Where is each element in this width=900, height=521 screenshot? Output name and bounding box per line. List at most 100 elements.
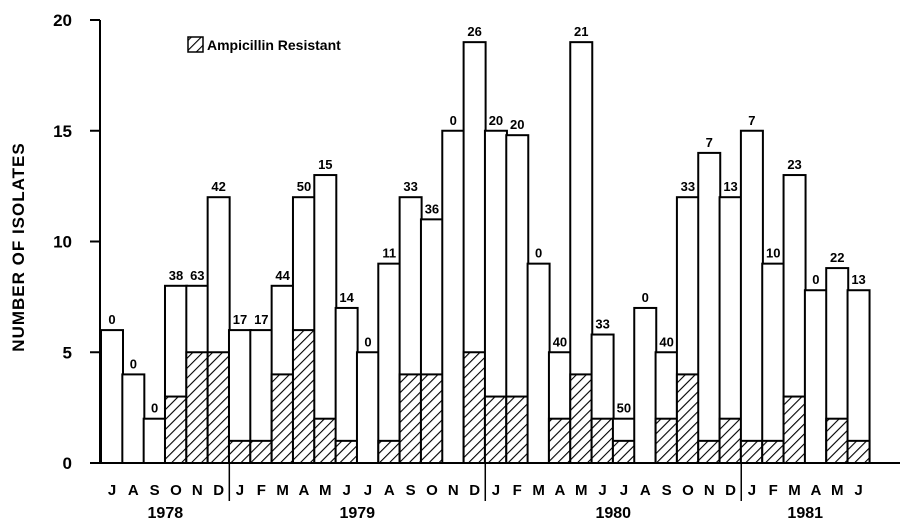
bar-ampicillin-resistant: [462, 351, 487, 464]
bar-ampicillin-resistant: [739, 439, 764, 465]
data-label: 20: [489, 113, 503, 128]
x-tick-label: J: [854, 482, 862, 499]
bar-total: [633, 306, 658, 465]
x-tick-label: A: [299, 482, 310, 499]
bar-ampicillin-resistant: [505, 395, 530, 464]
data-label: 0: [450, 113, 457, 128]
legend: Ampicillin Resistant: [187, 36, 341, 53]
x-tick-label: J: [620, 482, 628, 499]
x-tick-label: J: [108, 482, 116, 499]
x-tick-label: M: [532, 482, 545, 499]
y-tick-label: 15: [53, 122, 72, 141]
data-label: 23: [787, 157, 801, 172]
data-label: 50: [297, 179, 311, 194]
bar-ampicillin-resistant: [398, 373, 423, 464]
x-tick-label: M: [575, 482, 588, 499]
data-label: 40: [659, 334, 673, 349]
x-tick-label: D: [725, 482, 736, 499]
bars: [100, 41, 871, 465]
legend-swatch: [187, 36, 204, 53]
data-label: 0: [151, 401, 158, 416]
data-label: 13: [851, 272, 865, 287]
data-label: 17: [233, 312, 247, 327]
bar-total: [761, 262, 786, 464]
year-label: 1980: [595, 505, 631, 521]
year-label: 1981: [787, 505, 823, 521]
x-tick-label: A: [555, 482, 566, 499]
bar-ampicillin-resistant: [569, 373, 594, 464]
x-tick-label: N: [704, 482, 715, 499]
x-tick-label: O: [682, 482, 694, 499]
y-axis-label: NUMBER OF ISOLATES: [9, 142, 28, 351]
year-label: 1978: [148, 505, 184, 521]
x-tick-label: A: [810, 482, 821, 499]
x-tick-label: S: [150, 482, 160, 499]
x-tick-label: D: [213, 482, 224, 499]
bar-ampicillin-resistant: [761, 439, 786, 465]
x-tick-label: S: [662, 482, 672, 499]
bar-ampicillin-resistant: [270, 373, 295, 464]
data-label: 0: [364, 334, 371, 349]
data-label: 21: [574, 24, 588, 39]
data-label: 26: [467, 24, 481, 39]
bar-ampicillin-resistant: [782, 395, 807, 464]
x-tick-label: N: [192, 482, 203, 499]
x-tick-label: F: [513, 482, 522, 499]
bar-ampicillin-resistant: [611, 439, 636, 465]
x-tick-label: M: [831, 482, 844, 499]
bar-total: [803, 289, 828, 465]
data-label: 0: [535, 246, 542, 261]
x-tick-label: M: [276, 482, 289, 499]
data-label: 15: [318, 157, 332, 172]
data-label: 50: [617, 401, 631, 416]
bar-total: [846, 289, 871, 465]
data-label: 42: [211, 179, 225, 194]
data-label: 22: [830, 250, 844, 265]
data-label: 13: [723, 179, 737, 194]
x-tick-label: J: [236, 482, 244, 499]
x-tick-label: O: [426, 482, 438, 499]
x-tick-label: F: [257, 482, 266, 499]
data-label: 14: [339, 290, 354, 305]
x-tick-label: A: [640, 482, 651, 499]
bar-ampicillin-resistant: [846, 439, 871, 465]
bar-total: [697, 151, 722, 464]
y-tick-label: 5: [63, 343, 72, 362]
data-label: 44: [275, 268, 290, 283]
bar-ampicillin-resistant: [291, 329, 316, 464]
bar-ampicillin-resistant: [185, 351, 210, 464]
bar-ampicillin-resistant: [825, 417, 850, 465]
data-label: 33: [595, 317, 609, 332]
bar-total: [121, 373, 146, 464]
bar-ampicillin-resistant: [483, 395, 508, 464]
x-tick-label: M: [319, 482, 332, 499]
bar-ampicillin-resistant: [419, 373, 444, 464]
x-tick-label: F: [769, 482, 778, 499]
x-tick-label: O: [170, 482, 182, 499]
bar-ampicillin-resistant: [163, 395, 188, 464]
bar-ampicillin-resistant: [590, 417, 615, 465]
data-label: 0: [642, 290, 649, 305]
data-label: 36: [425, 201, 439, 216]
bar-ampicillin-resistant: [206, 351, 231, 464]
data-label: 0: [812, 272, 819, 287]
y-tick-label: 0: [63, 454, 72, 473]
x-tick-label: S: [406, 482, 416, 499]
data-label: 11: [382, 246, 396, 261]
data-label: 0: [108, 312, 115, 327]
data-labels: 0 0 0 38 63 42 17 17 44 50 15 14 0 11 33 36 0 26 20 20 0 40 21…: [108, 24, 865, 416]
x-tick-label: D: [469, 482, 480, 499]
bar-total: [526, 262, 551, 464]
y-tick-label: 20: [53, 11, 72, 30]
data-label: 7: [748, 113, 755, 128]
bar-ampicillin-resistant: [377, 439, 402, 465]
bar-ampicillin-resistant: [654, 417, 679, 465]
data-label: 7: [706, 135, 713, 150]
x-tick-label: J: [364, 482, 372, 499]
bar-total: [334, 306, 359, 465]
bar-ampicillin-resistant: [249, 439, 274, 465]
x-tick-label: A: [384, 482, 395, 499]
bar-total: [100, 329, 124, 464]
year-label: 1979: [339, 505, 375, 521]
